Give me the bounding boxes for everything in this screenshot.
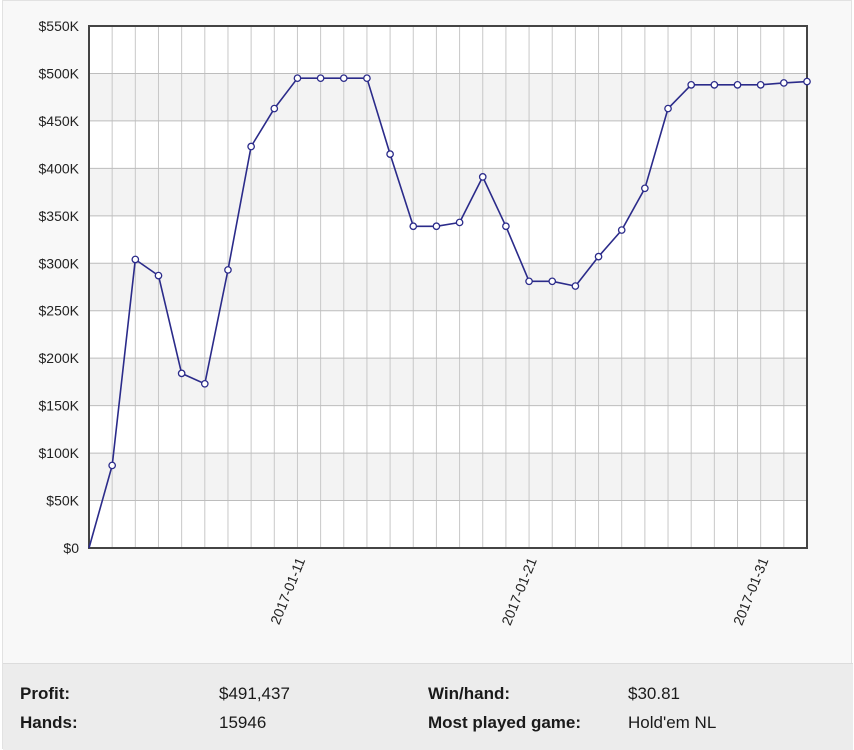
data-point [247, 142, 255, 151]
win-per-hand-value: $30.81 [628, 684, 680, 703]
data-point [548, 277, 557, 286]
y-tick-label: $250K [39, 303, 80, 319]
data-point [478, 173, 487, 181]
data-point [710, 80, 719, 89]
data-point [687, 80, 696, 89]
hands-label: Hands: [20, 713, 78, 732]
data-point [664, 104, 672, 113]
y-tick-label: $300K [39, 255, 80, 271]
y-tick-label: $100K [39, 445, 80, 461]
data-point [316, 74, 325, 83]
plot-band [89, 263, 807, 311]
y-tick-label: $500K [39, 65, 80, 81]
data-point [177, 369, 186, 378]
x-tick-label: 2017-01-21 [498, 555, 540, 628]
data-point [409, 222, 418, 231]
x-tick-label: 2017-01-31 [730, 555, 772, 628]
data-point [525, 277, 533, 286]
y-tick-label: $150K [39, 398, 80, 414]
data-point [293, 74, 302, 83]
data-point [571, 282, 580, 290]
data-point [779, 79, 788, 87]
y-tick-label: $550K [39, 18, 80, 34]
y-tick-label: $50K [46, 493, 79, 509]
data-point [200, 379, 209, 388]
data-point [502, 222, 510, 231]
plot-band [89, 453, 807, 501]
data-point [386, 150, 394, 158]
data-point [224, 266, 232, 274]
win-per-hand-label: Win/hand: [428, 684, 510, 703]
hands-value: 15946 [219, 713, 267, 732]
profit-value: $491,437 [219, 684, 290, 703]
data-point [270, 104, 279, 113]
profit-chart: $0 $50K $100K $150K $200K $250K $300K $350K $400… [3, 1, 853, 661]
most-played-game-value: Hold'em NL [628, 713, 717, 732]
y-tick-label: $450K [39, 113, 80, 129]
profit-chart-svg: $0 $50K $100K $150K $200K $250K $300K $350K $400… [39, 18, 811, 628]
y-tick-label: $0 [63, 540, 79, 556]
data-point [339, 74, 348, 83]
data-point [756, 80, 765, 89]
data-point [108, 461, 117, 470]
profit-label: Profit: [20, 684, 71, 703]
data-point [594, 252, 603, 261]
plot-border [88, 25, 808, 549]
data-point [455, 218, 464, 227]
data-point [363, 74, 371, 83]
data-point [617, 226, 626, 234]
y-tick-label: $350K [39, 208, 80, 224]
data-point [131, 255, 140, 264]
data-point [154, 271, 163, 280]
profit-series-line [88, 77, 808, 549]
data-point [641, 184, 649, 193]
data-point [803, 77, 811, 86]
data-point [733, 80, 742, 89]
y-tick-label: $400K [39, 160, 80, 176]
plot-band [89, 73, 807, 121]
plot-band [89, 168, 807, 216]
y-tick-label: $200K [39, 350, 80, 366]
plot-band [89, 358, 807, 406]
most-played-game-label: Most played game: [428, 713, 582, 732]
x-tick-label: 2017-01-11 [267, 555, 308, 627]
stats-summary: Profit: $491,437 Win/hand: $30.81 Hands:… [3, 663, 853, 750]
data-point [432, 222, 441, 231]
